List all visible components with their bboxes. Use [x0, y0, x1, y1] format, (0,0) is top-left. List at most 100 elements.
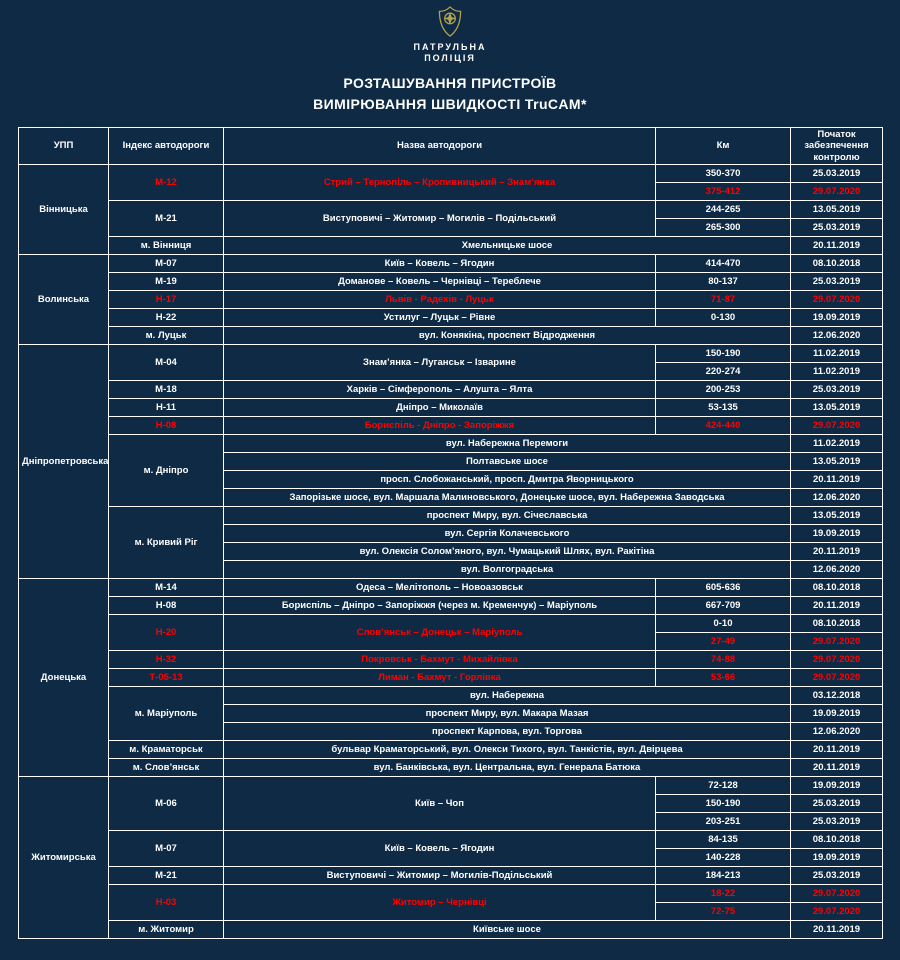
road-index-cell: М-18 — [108, 380, 224, 399]
road-index-cell: М-07 — [108, 830, 224, 867]
control-start-date-cell: 25.03.2019 — [790, 164, 883, 183]
table-row: 265-300 25.03.2019 — [19, 218, 883, 237]
control-start-date-cell: 20.11.2019 — [790, 740, 883, 759]
km-cell: 150-190 — [655, 794, 791, 813]
table-row: Н-11 Дніпро – Миколаїв 53-135 13.05.2019 — [19, 398, 883, 417]
region-cell: Дніпропетровська — [18, 344, 109, 579]
col-header-upp: УПП — [18, 127, 109, 165]
page-title-line2: ВИМІРЮВАННЯ ШВИДКОСТІ TruCAM* — [313, 96, 587, 112]
km-cell: 18-22 — [655, 884, 791, 903]
road-name-cell: Житомир – Чернівці — [223, 884, 656, 921]
km-cell: 80-137 — [655, 272, 791, 291]
control-start-date-cell: 19.09.2019 — [790, 848, 883, 867]
street-name-cell: Хмельницьке шосе — [223, 236, 791, 255]
region-cell: Вінницька — [18, 164, 109, 255]
street-name-cell: проспект Миру, вул. Січеславська — [223, 506, 791, 525]
road-index-cell: М-21 — [108, 200, 224, 237]
road-name-cell: Лиман - Бахмут - Горлівка — [223, 668, 656, 687]
table-row: Н-17 Львів - Радехів - Луцьк 71-87 29.07.20… — [19, 290, 883, 309]
devices-table: УПП Індекс автодороги Назва автодороги К… — [18, 127, 883, 939]
street-name-cell: вул. Конякіна, проспект Відродження — [223, 326, 791, 345]
km-cell: 244-265 — [655, 200, 791, 219]
col-header-road-index: Індекс автодороги — [108, 127, 224, 165]
road-index-cell: Н-22 — [108, 308, 224, 327]
km-cell: 184-213 — [655, 866, 791, 885]
control-start-date-cell: 13.05.2019 — [790, 506, 883, 525]
road-name-cell: Одеса – Мелітополь – Новоазовськ — [223, 578, 656, 597]
table-row: Вінницька М-12 Стрий – Тернопіль – Кропивн… — [18, 164, 883, 255]
table-row: М-19 Доманове – Ковель – Чернівці – Тереб… — [19, 272, 883, 291]
street-name-cell: просп. Слобожанський, просп. Дмитра Явор… — [223, 470, 791, 489]
street-name-cell: вул. Набережна Перемоги — [223, 434, 791, 453]
street-name-cell: Київське шосе — [223, 920, 791, 939]
table-row: 72-75 29.07.2020 — [19, 902, 883, 921]
table-row: м. Житомир Київське шосе 20.11.2019 — [19, 920, 883, 939]
control-start-date-cell: 19.09.2019 — [790, 776, 883, 795]
road-index-cell: Н-20 — [108, 614, 224, 651]
control-start-date-cell: 12.06.2020 — [790, 326, 883, 345]
km-cell: 74-88 — [655, 650, 791, 669]
road-index-cell: Н-17 — [108, 290, 224, 309]
devices-table-wrap: УПП Індекс автодороги Назва автодороги К… — [0, 127, 900, 939]
control-start-date-cell: 11.02.2019 — [790, 344, 883, 363]
street-name-cell: Запорізьке шосе, вул. Маршала Малиновськ… — [223, 488, 791, 507]
road-index-cell: м. Вінниця — [108, 236, 224, 255]
road-index-cell: Т-05-13 — [108, 668, 224, 687]
km-cell: 605-636 — [655, 578, 791, 597]
table-row: м. Слов’янськ вул. Банківська, вул. Центр… — [19, 758, 883, 777]
table-row: Дніпропетровська М-04 Знам’янка – Луганськ… — [18, 344, 883, 579]
road-name-cell: Бориспіль - Дніпро - Запоріжжя — [223, 416, 656, 435]
org-name-line2: ПОЛІЦІЯ — [424, 53, 476, 63]
control-start-date-cell: 13.05.2019 — [790, 398, 883, 417]
road-index-cell: м. Слов’янськ — [108, 758, 224, 777]
table-row: М-21 Виступовичі – Житомир – Могилів-Поді… — [19, 866, 883, 885]
road-index-cell: Н-08 — [108, 416, 224, 435]
table-row: Полтавське шосе 13.05.2019 — [19, 452, 883, 471]
page-title: РОЗТАШУВАННЯ ПРИСТРОЇВ ВИМІРЮВАННЯ ШВИДК… — [0, 73, 900, 115]
km-cell: 667-709 — [655, 596, 791, 615]
road-index-cell: м. Маріуполь — [108, 686, 224, 741]
km-cell: 53-135 — [655, 398, 791, 417]
km-cell: 424-440 — [655, 416, 791, 435]
control-start-date-cell: 29.07.2020 — [790, 632, 883, 651]
table-row: Волинська М-07 Київ – Ковель – Ягодин 414-4… — [18, 254, 883, 345]
street-name-cell: вул. Олексія Солом’яного, вул. Чумацький… — [223, 542, 791, 561]
col-header-km: Км — [655, 127, 791, 165]
control-start-date-cell: 12.06.2020 — [790, 560, 883, 579]
road-index-cell: М-21 — [108, 866, 224, 885]
col-header-road-name: Назва автодороги — [223, 127, 656, 165]
road-name-cell: Львів - Радехів - Луцьк — [223, 290, 656, 309]
street-name-cell: проспект Миру, вул. Макара Мазая — [223, 704, 791, 723]
col-header-control-start: Початок забезпечення контролю — [790, 127, 883, 165]
km-cell: 414-470 — [655, 254, 791, 273]
km-cell: 84-135 — [655, 830, 791, 849]
table-row: Н-03 Житомир – Чернівці 18-22 29.07.2020 — [19, 884, 883, 921]
road-name-cell: Виступовичі – Житомир – Могилів – Поділь… — [223, 200, 656, 237]
table-body: Вінницька М-12 Стрий – Тернопіль – Кропивн… — [18, 164, 883, 939]
street-name-cell: проспект Карпова, вул. Торгова — [223, 722, 791, 741]
road-name-cell: Київ – Ковель – Ягодин — [223, 254, 656, 273]
control-start-date-cell: 25.03.2019 — [790, 380, 883, 399]
control-start-date-cell: 29.07.2020 — [790, 650, 883, 669]
km-cell: 72-128 — [655, 776, 791, 795]
control-start-date-cell: 12.06.2020 — [790, 488, 883, 507]
road-name-cell: Слов’янськ – Донецьк – Маріуполь — [223, 614, 656, 651]
road-index-cell: м. Луцьк — [108, 326, 224, 345]
road-index-cell: Н-11 — [108, 398, 224, 417]
table-row: М-21 Виступовичі – Житомир – Могилів – По… — [19, 200, 883, 237]
km-cell: 265-300 — [655, 218, 791, 237]
km-cell: 71-87 — [655, 290, 791, 309]
org-name: ПАТРУЛЬНА ПОЛІЦІЯ — [0, 42, 900, 64]
org-name-line1: ПАТРУЛЬНА — [413, 42, 487, 52]
road-name-cell: Устилуг – Луцьк – Рівне — [223, 308, 656, 327]
street-name-cell: бульвар Краматорський, вул. Олекси Тихог… — [223, 740, 791, 759]
road-index-cell: М-04 — [108, 344, 224, 381]
control-start-date-cell: 20.11.2019 — [790, 758, 883, 777]
road-name-cell: Дніпро – Миколаїв — [223, 398, 656, 417]
km-cell: 53-66 — [655, 668, 791, 687]
km-cell: 200-253 — [655, 380, 791, 399]
police-shield-icon — [438, 6, 462, 37]
road-index-cell: М-12 — [108, 164, 224, 201]
table-row: Донецька М-14 Одеса – Мелітополь – Новоазо… — [18, 578, 883, 777]
km-cell: 220-274 — [655, 362, 791, 381]
